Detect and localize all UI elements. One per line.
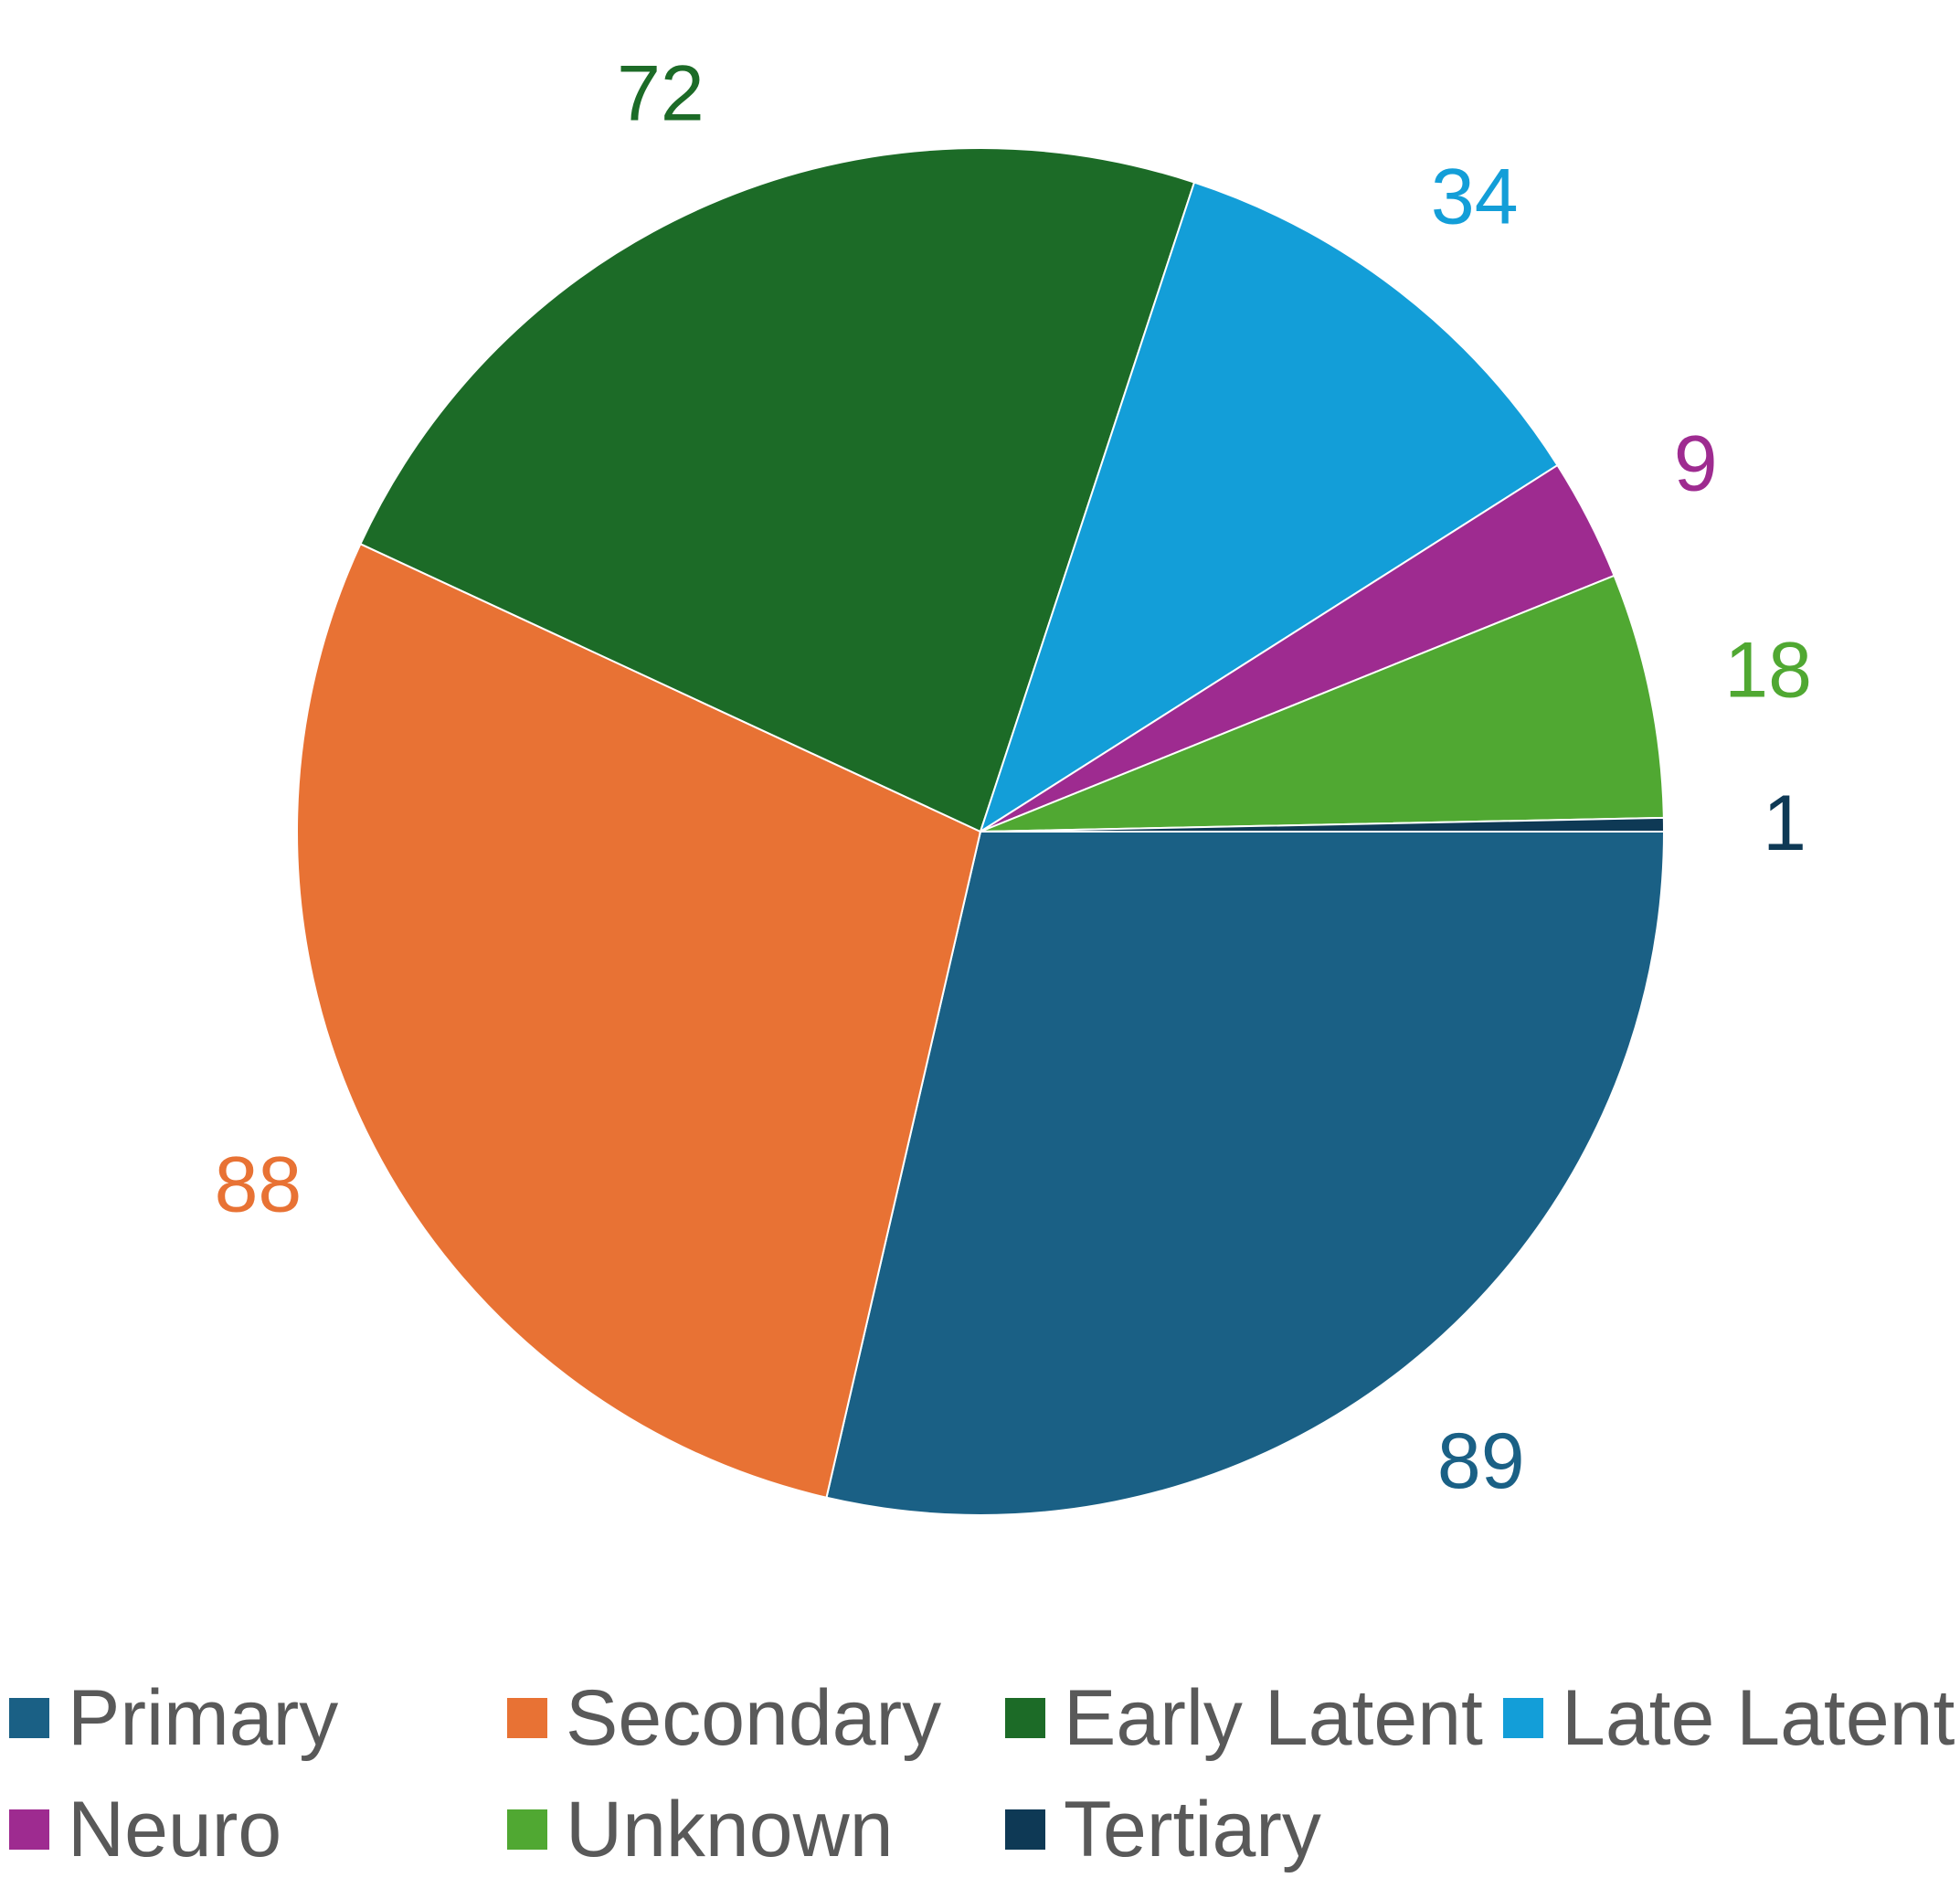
legend-item-early-latent: Early Latent [1005,1674,1483,1762]
legend-swatch-primary [9,1698,49,1738]
legend-label-late-latent: Late Latent [1562,1674,1955,1762]
data-label-unknown: 18 [1724,626,1812,714]
data-label-early-latent: 72 [617,50,705,138]
legend-label-tertiary: Tertiary [1064,1786,1321,1873]
legend-item-neuro: Neuro [9,1786,281,1873]
legend: Primary Secondary Early Latent Late Latent N… [9,1674,1955,1873]
data-label-neuro: 9 [1674,420,1718,508]
legend-swatch-late-latent [1503,1698,1543,1738]
legend-label-secondary: Secondary [566,1674,941,1762]
pie-slice-primary [825,831,1666,1516]
legend-swatch-unknown [507,1809,547,1850]
data-label-primary: 89 [1437,1417,1525,1505]
pie-slice-unknown [980,574,1665,833]
legend-swatch-neuro [9,1809,49,1850]
pie-slices [296,147,1666,1516]
legend-swatch-secondary [507,1698,547,1738]
legend-item-secondary: Secondary [507,1674,941,1762]
pie-slice-early-latent [359,147,1196,833]
legend-label-unknown: Unknown [566,1786,894,1873]
data-label-late-latent: 34 [1431,154,1519,241]
legend-item-primary: Primary [9,1674,338,1762]
legend-label-neuro: Neuro [68,1786,281,1873]
pie-slice-secondary [296,542,982,1499]
legend-swatch-early-latent [1005,1698,1045,1738]
data-label-tertiary: 1 [1763,780,1806,867]
legend-label-primary: Primary [68,1674,338,1762]
data-labels: 89 88 72 34 9 18 1 [215,50,1812,1505]
data-label-secondary: 88 [215,1140,302,1228]
pie-slice-late-latent [979,181,1559,834]
legend-swatch-tertiary [1005,1809,1045,1850]
pie-slice-tertiary [980,816,1666,833]
legend-label-early-latent: Early Latent [1064,1674,1483,1762]
legend-item-tertiary: Tertiary [1005,1786,1321,1873]
legend-item-late-latent: Late Latent [1503,1674,1955,1762]
legend-item-unknown: Unknown [507,1786,894,1873]
